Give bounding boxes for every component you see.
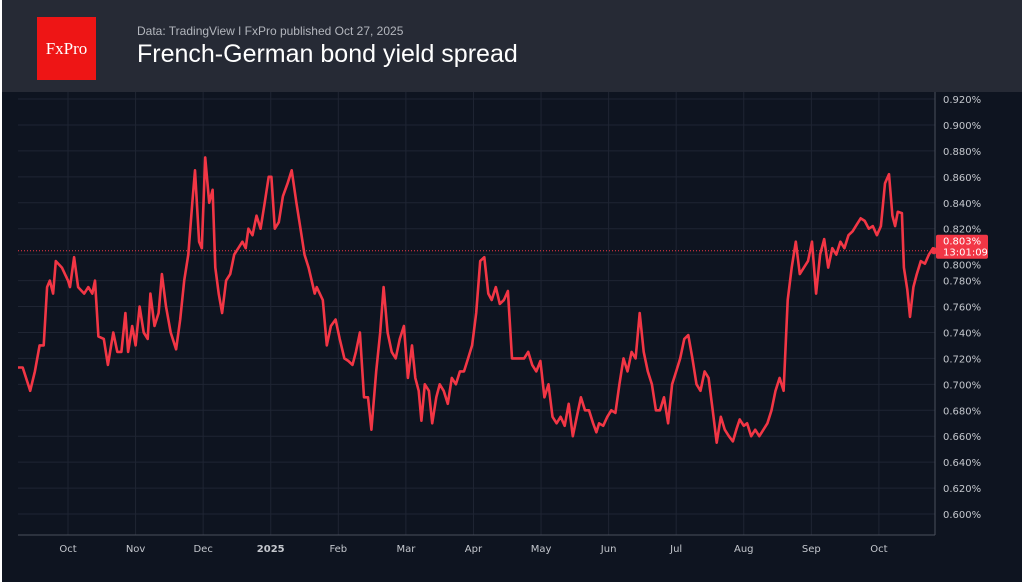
x-tick-label: Apr [465,544,483,555]
x-tick-label: Dec [193,544,212,555]
y-tick-label: 0.700% [943,380,981,391]
last-value-marker: 0.803% 13:01:09 [936,234,988,259]
x-tick-label: May [531,544,552,555]
y-tick-label: 0.900% [943,121,981,132]
y-tick-label: 0.780% [943,277,981,288]
fxpro-logo: FxPro [37,17,96,80]
y-tick-label: 0.660% [943,432,981,443]
last-value-label: 0.803% [943,237,981,248]
y-tick-label: 0.820% [943,225,981,236]
last-point [930,247,938,255]
y-tick-label: 0.600% [943,510,981,521]
y-tick-label: 0.640% [943,458,981,469]
y-tick-label: 0.880% [943,147,981,158]
y-tick-label: 0.800% [943,261,981,272]
x-tick-label: Oct [870,544,887,555]
header: FxPro Data: TradingView ǀ FxPro publishe… [2,0,1022,92]
x-tick-label: Mar [396,544,416,555]
x-tick-label: Jul [669,544,682,555]
y-tick-label: 0.620% [943,484,981,495]
x-tick-label: Oct [59,544,76,555]
last-value-badge [936,234,988,259]
y-tick-label: 0.920% [943,95,981,106]
series-line [18,156,938,445]
x-tick-label: Aug [734,544,754,555]
chart-title: French-German bond yield spread [137,40,518,68]
y-tick-label: 0.680% [943,406,981,417]
x-tick-label: Jun [600,544,617,555]
y-tick-label: 0.840% [943,199,981,210]
y-tick-label: 0.860% [943,173,981,184]
x-tick-label: Feb [329,544,347,555]
countdown-label: 13:01:09 [943,248,988,259]
series [18,156,938,445]
x-tick-label: 2025 [257,544,285,555]
y-axis: 0.920%0.900%0.880%0.860%0.840%0.820%0.80… [934,92,981,535]
y-tick-label: 0.760% [943,303,981,314]
y-tick-label: 0.740% [943,328,981,339]
y-tick-label: 0.720% [943,354,981,365]
x-axis: Oct Nov Dec 2025 Feb Mar Apr May Jun Jul Aug Sep Oct [18,534,935,555]
x-tick-label: Nov [126,544,146,555]
x-tick-label: Sep [802,544,821,555]
chart-subtitle: Data: TradingView ǀ FxPro published Oct … [137,24,404,38]
